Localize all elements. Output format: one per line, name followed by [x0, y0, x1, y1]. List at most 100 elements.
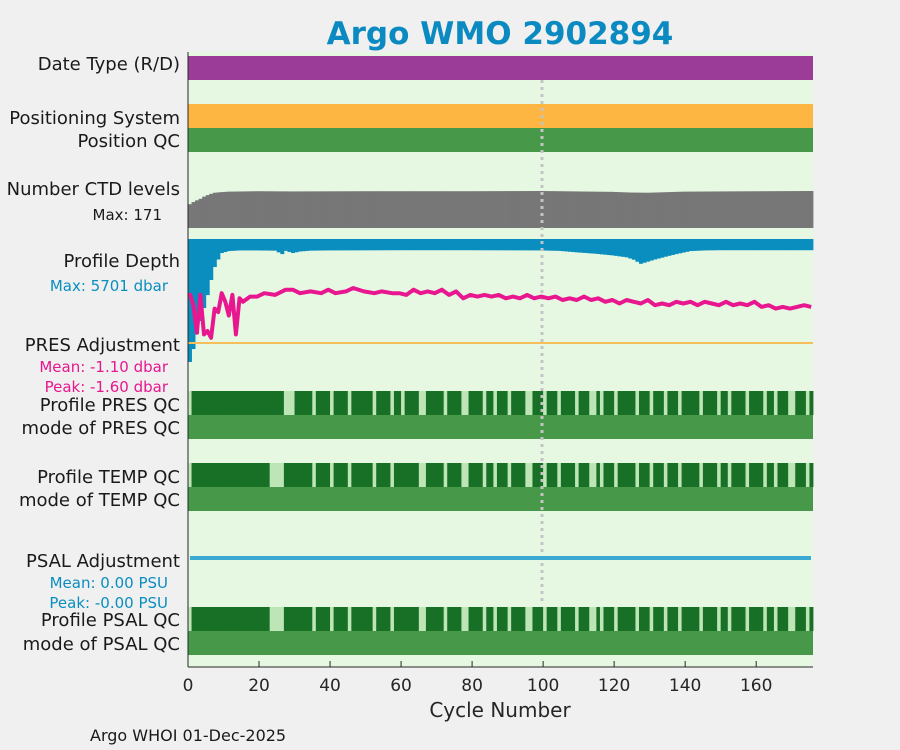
depth-bar: [440, 239, 445, 251]
depth-bar: [731, 239, 736, 251]
qc-cell: [315, 463, 320, 487]
depth-bar: [500, 239, 505, 251]
qc-cell: [543, 607, 548, 631]
qc-cell: [308, 391, 313, 415]
qc-cell: [290, 391, 295, 415]
qc-cell: [646, 463, 651, 487]
qc-cell: [706, 463, 711, 487]
qc-cell: [578, 391, 583, 415]
qc-cell: [685, 463, 690, 487]
depth-bar: [791, 239, 796, 251]
ctd-bar: [504, 191, 509, 228]
qc-cell: [290, 463, 295, 487]
qc-cell: [198, 463, 203, 487]
qc-cell: [638, 607, 643, 631]
qc-cell: [575, 391, 580, 415]
depth-bar: [496, 239, 501, 251]
qc-cell: [702, 391, 707, 415]
qc-cell: [557, 463, 562, 487]
qc-cell: [259, 607, 263, 631]
qc-cell: [692, 391, 697, 415]
ctd-bar: [702, 191, 707, 228]
depth-bar: [330, 239, 334, 251]
qc-cell: [720, 391, 725, 415]
ctd-bar: [631, 192, 636, 228]
qc-cell: [397, 391, 402, 415]
qc-cell: [219, 607, 224, 631]
depth-bar: [798, 239, 803, 251]
positioning-system-bar: [188, 104, 813, 128]
ctd-bar: [805, 191, 810, 228]
depth-bar: [678, 239, 683, 254]
profile-depth-label: Profile Depth: [63, 251, 180, 272]
qc-cell: [631, 391, 636, 415]
qc-cell: [397, 607, 402, 631]
ctd-bar: [475, 191, 480, 228]
qc-cell: [592, 607, 597, 631]
qc-cell: [379, 391, 384, 415]
qc-cell: [521, 607, 526, 631]
depth-bar: [273, 239, 278, 251]
ctd-bar: [667, 192, 672, 228]
qc-cell: [546, 391, 551, 415]
qc-cell: [674, 391, 679, 415]
qc-cell: [759, 607, 764, 631]
qc-cell: [330, 391, 334, 415]
qc-cell: [496, 391, 501, 415]
ctd-bar: [798, 191, 803, 228]
qc-cell: [468, 391, 473, 415]
ctd-bar: [557, 191, 562, 228]
ctd-bar: [454, 191, 459, 228]
qc-cell: [784, 607, 789, 631]
qc-cell: [457, 391, 462, 415]
depth-bar: [472, 239, 477, 251]
ctd-bar: [518, 191, 523, 228]
depth-bar: [351, 239, 356, 251]
depth-bar: [191, 239, 196, 350]
ctd-bar: [290, 191, 295, 228]
ctd-bar: [461, 191, 466, 228]
qc-cell: [440, 607, 445, 631]
qc-cell: [337, 391, 342, 415]
qc-cell: [681, 463, 686, 487]
qc-cell: [273, 463, 278, 487]
depth-bar: [237, 239, 242, 251]
x-tick-label: 120: [598, 676, 630, 696]
ctd-bar: [773, 191, 778, 228]
ctd-bar: [741, 191, 746, 228]
qc-cell: [521, 391, 526, 415]
depth-bar: [266, 239, 271, 251]
x-tick-label: 20: [248, 676, 270, 696]
qc-cell: [798, 463, 803, 487]
depth-bar: [404, 239, 409, 251]
qc-cell: [393, 391, 398, 415]
qc-cell: [294, 391, 299, 415]
depth-bar: [663, 239, 668, 257]
qc-cell: [706, 391, 711, 415]
x-tick-label: 0: [183, 676, 194, 696]
ctd-bar: [337, 191, 342, 228]
qc-cell: [429, 463, 434, 487]
qc-cell: [393, 607, 398, 631]
qc-cell: [717, 391, 722, 415]
qc-cell: [706, 607, 711, 631]
qc-cell: [308, 463, 313, 487]
ctd-bar: [219, 192, 224, 228]
depth-bar: [301, 239, 306, 252]
qc-cell: [603, 607, 608, 631]
qc-cell: [727, 391, 732, 415]
qc-cell: [759, 391, 764, 415]
qc-cell: [500, 463, 505, 487]
qc-cell: [401, 391, 406, 415]
qc-cell: [777, 391, 782, 415]
depth-bar: [205, 239, 210, 296]
qc-cell: [699, 391, 704, 415]
qc-cell: [589, 463, 594, 487]
qc-cell: [660, 463, 665, 487]
ctd-bar: [500, 191, 505, 228]
depth-bar: [450, 239, 455, 251]
ctd-bar: [230, 191, 235, 228]
qc-cell: [695, 607, 700, 631]
qc-cell: [486, 391, 491, 415]
qc-cell: [447, 607, 452, 631]
